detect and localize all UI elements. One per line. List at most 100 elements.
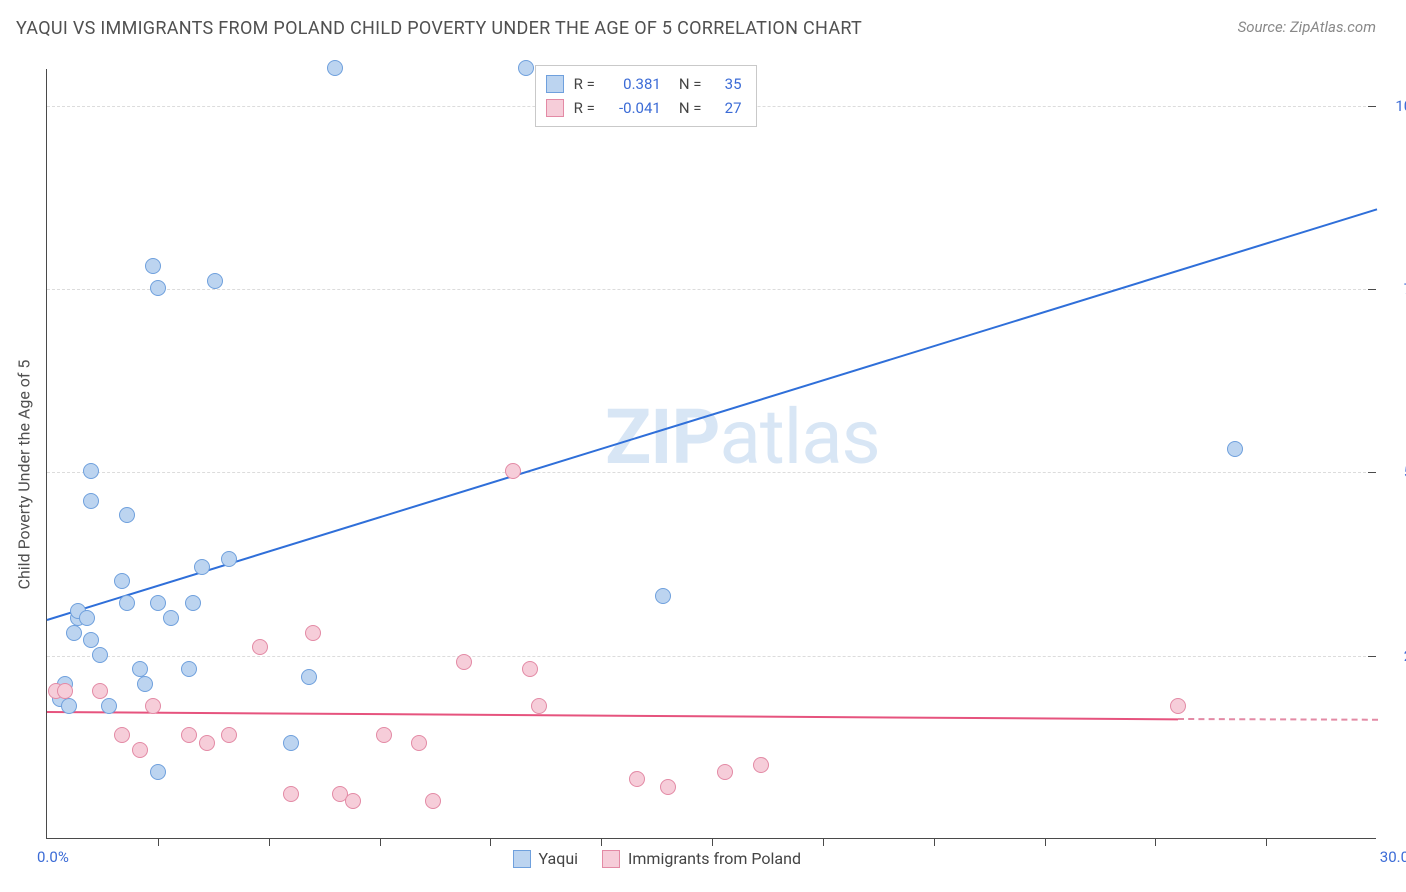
regression-line (47, 711, 1178, 721)
stat-n-value: 35 (712, 72, 742, 96)
x-tick (934, 838, 935, 846)
series-swatch (546, 75, 564, 93)
data-point (655, 588, 671, 604)
stat-r-value: 0.381 (605, 72, 661, 96)
legend-label: Immigrants from Poland (628, 849, 801, 868)
legend-label: Yaqui (539, 849, 579, 868)
series-swatch (602, 850, 620, 868)
data-point (101, 698, 117, 714)
data-point (137, 676, 153, 692)
stat-r-label: R = (574, 72, 595, 96)
data-point (199, 735, 215, 751)
y-tick-label: 50.0% (1384, 463, 1406, 481)
y-tick (1368, 656, 1376, 657)
data-point (194, 559, 210, 575)
stat-n-label: N = (679, 96, 702, 120)
data-point (114, 573, 130, 589)
data-point (221, 551, 237, 567)
y-axis-label: Child Poverty Under the Age of 5 (15, 360, 34, 590)
data-point (301, 669, 317, 685)
data-point (145, 258, 161, 274)
stats-row: R = 0.381 N = 35 (546, 72, 742, 96)
series-swatch (546, 99, 564, 117)
gridline (47, 289, 1376, 290)
data-point (1227, 441, 1243, 457)
x-tick-label: 0.0% (37, 848, 69, 866)
data-point (531, 698, 547, 714)
x-tick (269, 838, 270, 846)
data-point (150, 280, 166, 296)
data-point (92, 683, 108, 699)
data-point (132, 661, 148, 677)
y-tick (1368, 472, 1376, 473)
source-attribution: Source: ZipAtlas.com (1238, 18, 1376, 36)
y-tick-label: 75.0% (1384, 280, 1406, 298)
data-point (83, 493, 99, 509)
data-point (119, 507, 135, 523)
regression-line-dashed (1177, 718, 1377, 721)
data-point (1170, 698, 1186, 714)
data-point (522, 661, 538, 677)
gridline (47, 656, 1376, 657)
x-tick (712, 838, 713, 846)
y-tick-label: 100.0% (1384, 97, 1406, 115)
data-point (145, 698, 161, 714)
x-tick-label: 30.0% (1380, 848, 1406, 866)
data-point (345, 793, 361, 809)
data-point (753, 757, 769, 773)
data-point (83, 632, 99, 648)
data-point (425, 793, 441, 809)
y-tick (1368, 289, 1376, 290)
stats-box: R = 0.381 N = 35 R = -0.041 N = 27 (535, 65, 757, 127)
regression-line (47, 208, 1378, 621)
gridline (47, 472, 1376, 473)
stat-r-label: R = (574, 96, 595, 120)
data-point (150, 764, 166, 780)
data-point (505, 463, 521, 479)
chart-container: Child Poverty Under the Age of 5 ZIPatla… (0, 45, 1406, 885)
data-point (114, 727, 130, 743)
data-point (456, 654, 472, 670)
x-tick (380, 838, 381, 846)
data-point (518, 60, 534, 76)
data-point (221, 727, 237, 743)
data-point (61, 698, 77, 714)
data-point (181, 661, 197, 677)
x-tick (1155, 838, 1156, 846)
data-point (717, 764, 733, 780)
stat-n-value: 27 (712, 96, 742, 120)
data-point (411, 735, 427, 751)
data-point (283, 735, 299, 751)
data-point (132, 742, 148, 758)
legend: Yaqui Immigrants from Poland (513, 849, 801, 868)
x-tick (1266, 838, 1267, 846)
data-point (119, 595, 135, 611)
data-point (252, 639, 268, 655)
x-tick (1045, 838, 1046, 846)
data-point (660, 779, 676, 795)
data-point (327, 60, 343, 76)
x-tick (601, 838, 602, 846)
x-tick (823, 838, 824, 846)
stat-n-label: N = (679, 72, 702, 96)
data-point (79, 610, 95, 626)
chart-title: YAQUI VS IMMIGRANTS FROM POLAND CHILD PO… (16, 18, 862, 39)
series-swatch (513, 850, 531, 868)
data-point (181, 727, 197, 743)
data-point (66, 625, 82, 641)
data-point (629, 771, 645, 787)
legend-item: Yaqui (513, 849, 579, 868)
stats-row: R = -0.041 N = 27 (546, 96, 742, 120)
data-point (83, 463, 99, 479)
data-point (283, 786, 299, 802)
data-point (57, 683, 73, 699)
data-point (376, 727, 392, 743)
x-tick (490, 838, 491, 846)
data-point (92, 647, 108, 663)
y-tick (1368, 106, 1376, 107)
stat-r-value: -0.041 (605, 96, 661, 120)
data-point (305, 625, 321, 641)
data-point (185, 595, 201, 611)
data-point (150, 595, 166, 611)
plot-area: ZIPatlas 25.0%50.0%75.0%100.0%0.0%30.0%R… (46, 69, 1376, 839)
